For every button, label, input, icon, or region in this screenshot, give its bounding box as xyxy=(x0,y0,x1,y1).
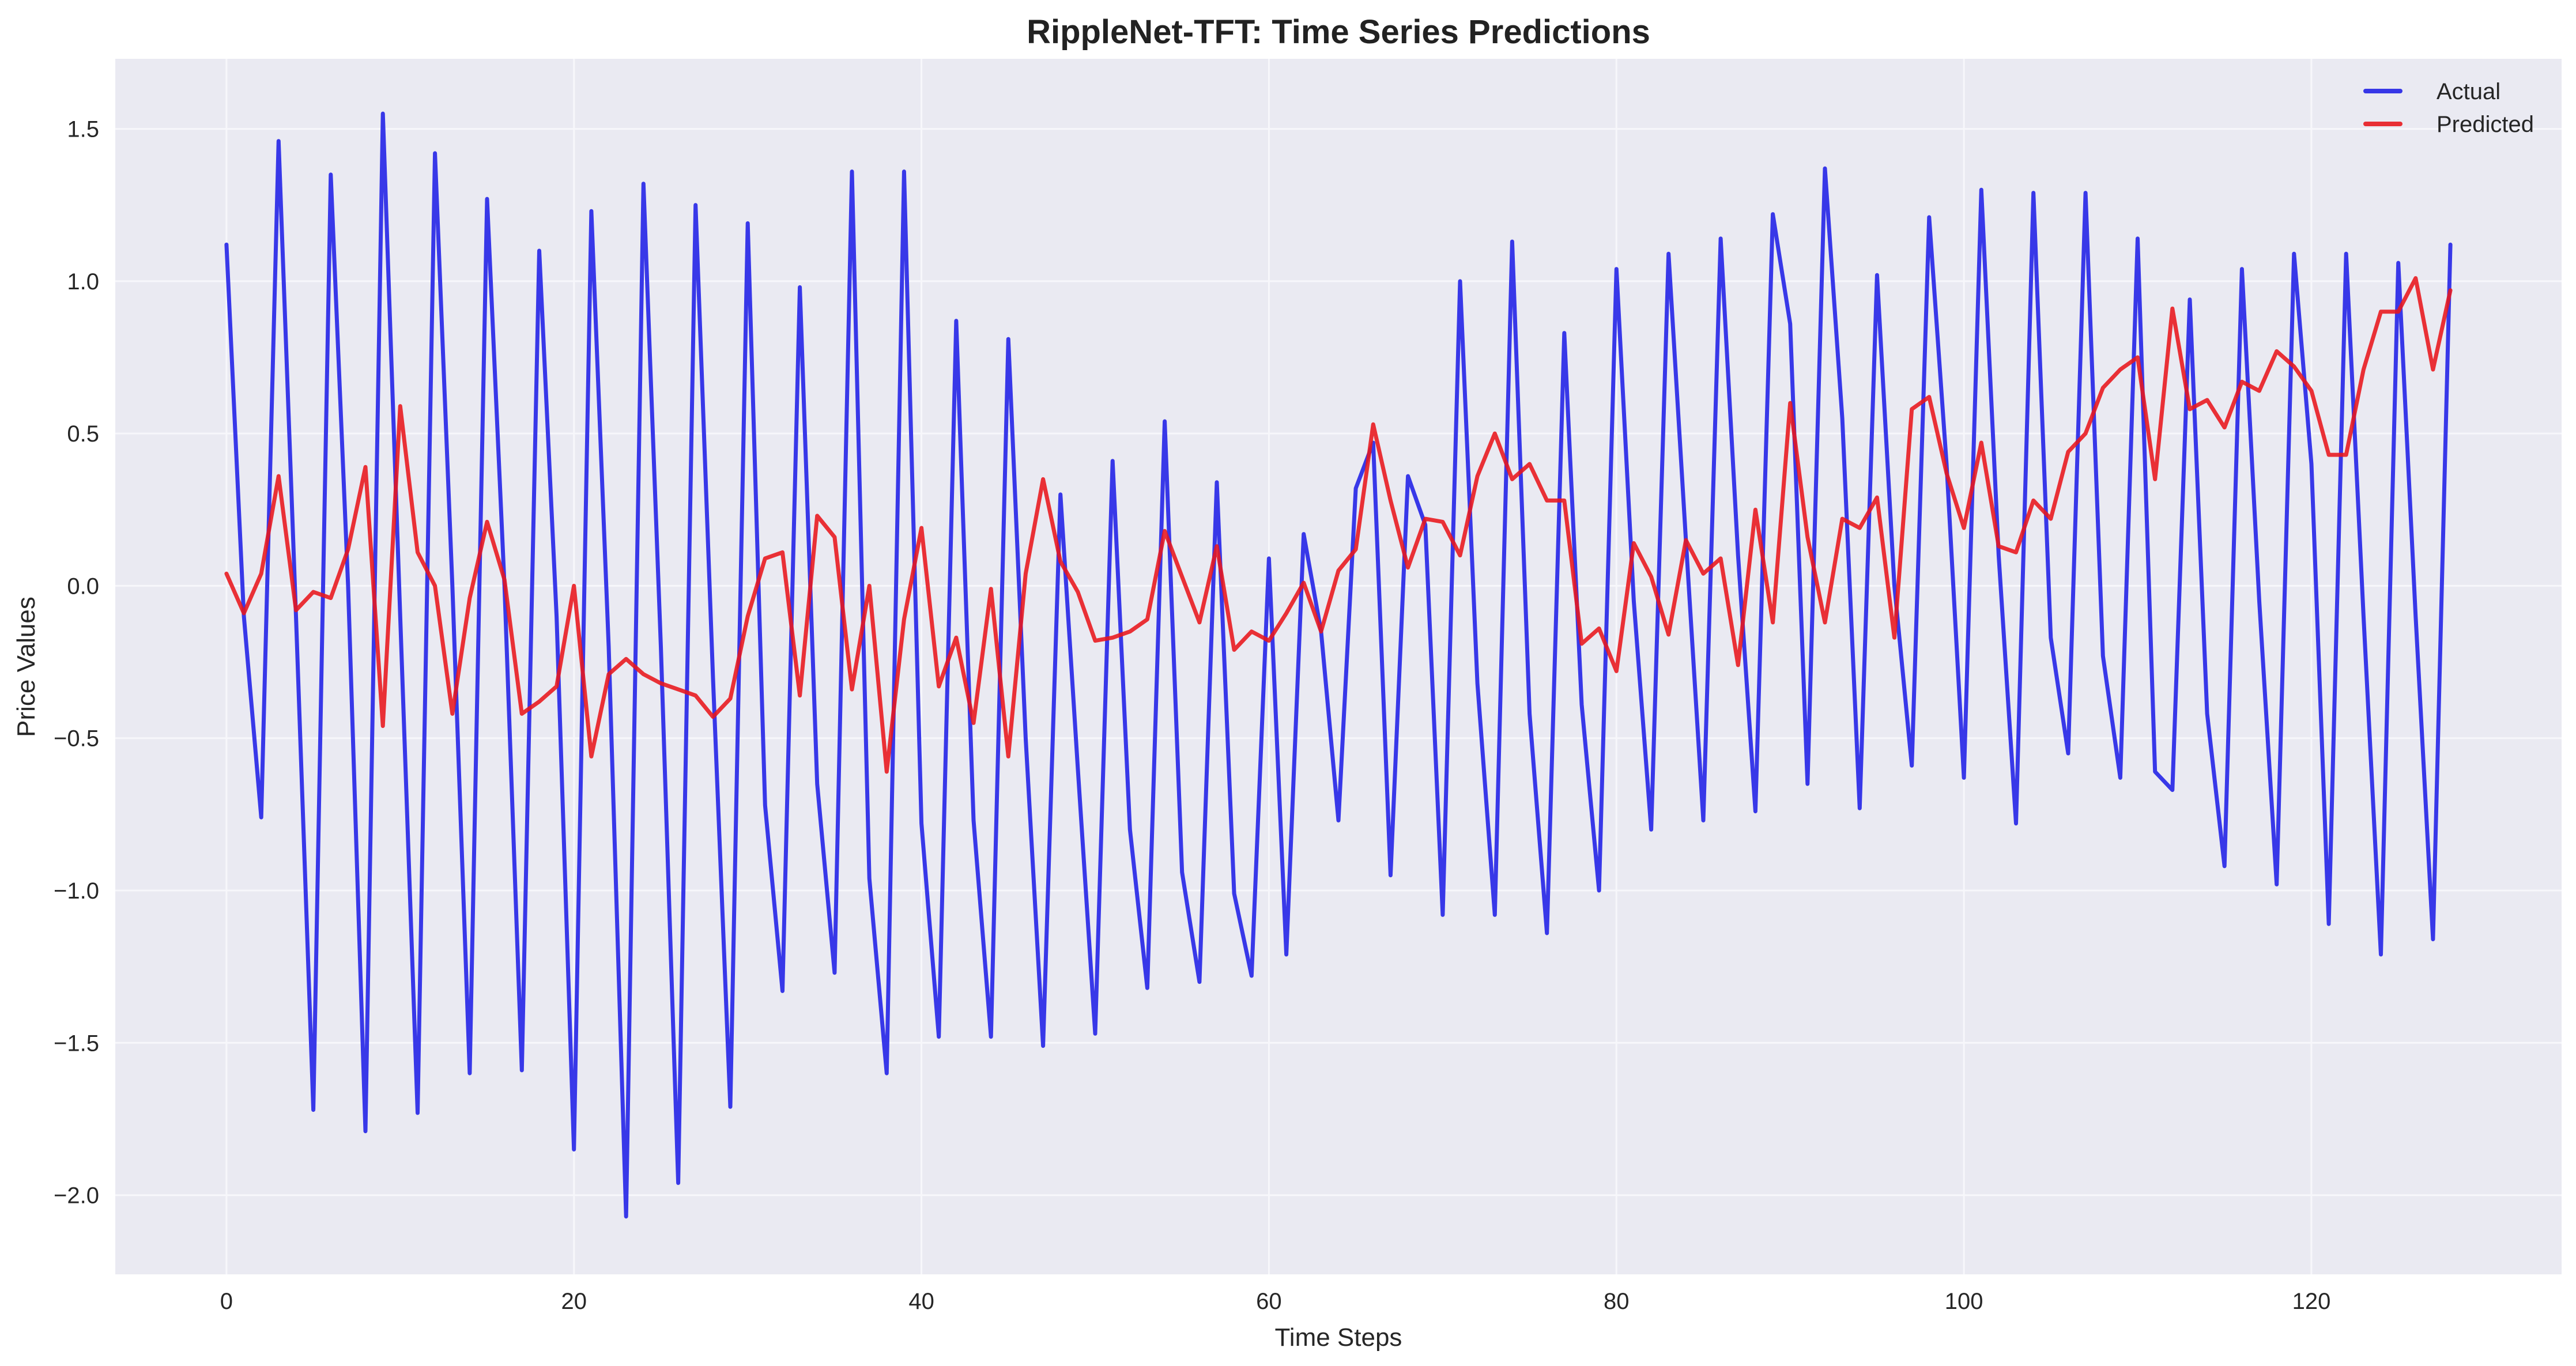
y-tick-label: 1.5 xyxy=(67,117,99,142)
series-layer xyxy=(224,111,2453,1219)
legend: Actual Predicted xyxy=(2363,79,2534,137)
y-tick-label: −1.0 xyxy=(54,878,99,904)
series-line-actual xyxy=(224,111,2453,1219)
legend-label-actual: Actual xyxy=(2437,79,2500,104)
x-axis-label: Time Steps xyxy=(1275,1323,1402,1352)
y-tick-label: 1.0 xyxy=(67,269,99,295)
series-line-predicted xyxy=(224,276,2453,774)
legend-label-predicted: Predicted xyxy=(2437,112,2534,137)
y-tick-label: 0.0 xyxy=(67,573,99,599)
x-axis-ticks: 0 20 40 60 80 100 120 xyxy=(220,1289,2331,1314)
plot-area xyxy=(115,59,2562,1274)
x-tick-label: 20 xyxy=(561,1289,587,1314)
y-axis-ticks: −2.0 −1.5 −1.0 −0.5 0.0 0.5 1.0 1.5 xyxy=(54,117,99,1209)
y-tick-label: −0.5 xyxy=(54,726,99,752)
y-tick-label: −1.5 xyxy=(54,1031,99,1056)
chart-title: RippleNet-TFT: Time Series Predictions xyxy=(1027,13,1650,51)
x-tick-label: 80 xyxy=(1604,1289,1630,1314)
x-tick-label: 0 xyxy=(220,1289,233,1314)
y-axis-label: Price Values xyxy=(12,597,40,737)
x-tick-label: 60 xyxy=(1256,1289,1282,1314)
y-tick-label: 0.5 xyxy=(67,421,99,447)
x-tick-label: 120 xyxy=(2292,1289,2331,1314)
x-tick-label: 40 xyxy=(908,1289,934,1314)
y-tick-label: −2.0 xyxy=(54,1183,99,1209)
x-tick-label: 100 xyxy=(1945,1289,1983,1314)
